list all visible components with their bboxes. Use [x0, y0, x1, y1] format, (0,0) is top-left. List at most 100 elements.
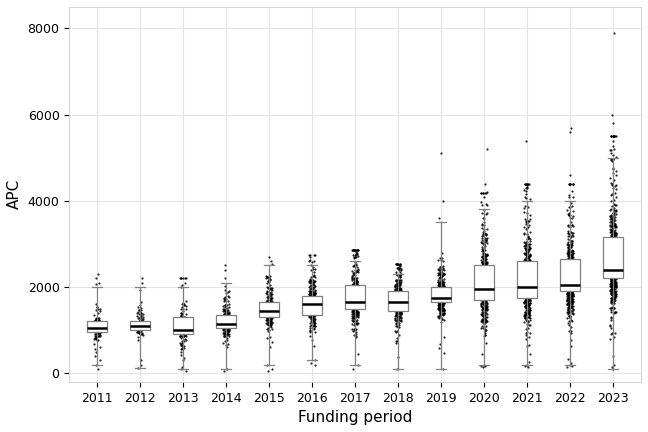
Point [609, 245, 619, 252]
Point [480, 298, 490, 305]
Point [481, 297, 492, 304]
Point [609, 280, 619, 287]
Point [478, 260, 489, 267]
Point [438, 305, 448, 312]
Point [606, 133, 616, 140]
Point [395, 302, 405, 309]
Point [608, 270, 618, 277]
Point [181, 275, 191, 282]
Point [609, 288, 619, 295]
Point [350, 299, 360, 305]
Point [564, 303, 575, 310]
Point [347, 303, 358, 310]
Point [177, 339, 187, 346]
Point [609, 228, 619, 235]
Point [482, 284, 492, 291]
Point [520, 280, 530, 286]
Point [261, 299, 272, 306]
Point [392, 297, 402, 304]
Point [395, 297, 406, 304]
Point [479, 241, 489, 248]
Point [350, 298, 360, 305]
Point [563, 289, 573, 296]
Point [607, 232, 617, 239]
Point [481, 314, 492, 321]
Point [607, 227, 617, 234]
Point [610, 252, 620, 259]
Point [350, 299, 360, 305]
Point [307, 305, 317, 311]
Point [437, 288, 448, 295]
Point [138, 321, 148, 328]
Point [608, 222, 618, 229]
Point [480, 252, 490, 259]
Point [218, 320, 228, 327]
Point [349, 325, 360, 332]
Point [435, 299, 445, 306]
Point [562, 305, 573, 311]
Point [564, 242, 575, 249]
Point [520, 310, 531, 317]
Point [95, 324, 105, 331]
Point [266, 315, 276, 322]
Point [396, 310, 406, 317]
Point [349, 302, 359, 309]
Point [563, 193, 573, 200]
Point [395, 281, 405, 288]
Point [133, 327, 144, 334]
Point [521, 221, 531, 228]
Point [525, 245, 535, 252]
Point [476, 318, 487, 324]
Point [393, 310, 404, 317]
Point [137, 316, 148, 323]
Point [567, 300, 577, 307]
Point [176, 283, 186, 290]
Point [308, 314, 318, 321]
Point [522, 309, 532, 316]
Point [435, 299, 446, 306]
Point [564, 300, 574, 307]
Point [134, 328, 145, 335]
Point [218, 308, 229, 315]
Point [436, 292, 446, 299]
Point [438, 296, 448, 303]
Point [481, 251, 492, 258]
Point [351, 294, 362, 301]
Point [481, 303, 492, 310]
Point [477, 280, 487, 287]
Point [220, 338, 231, 345]
Point [568, 291, 578, 298]
Point [476, 275, 487, 282]
Point [309, 317, 319, 324]
Point [608, 241, 618, 248]
Point [608, 156, 618, 162]
Point [480, 264, 490, 271]
Point [562, 279, 573, 286]
Point [608, 120, 618, 127]
Point [520, 303, 531, 310]
Point [396, 299, 406, 306]
Point [607, 280, 618, 287]
Point [611, 265, 621, 272]
Point [525, 322, 535, 329]
Point [90, 318, 100, 325]
Point [264, 300, 274, 307]
Point [525, 253, 535, 260]
Point [266, 314, 276, 321]
Point [353, 267, 363, 273]
Point [605, 322, 616, 329]
Point [437, 302, 447, 308]
Point [481, 263, 492, 270]
Point [262, 278, 273, 285]
Point [307, 292, 317, 299]
Point [264, 327, 274, 334]
Point [435, 283, 445, 289]
Point [567, 248, 577, 255]
Point [395, 280, 406, 287]
Point [609, 334, 619, 340]
Point [219, 295, 229, 302]
Point [348, 314, 358, 321]
Point [476, 363, 487, 370]
Point [479, 214, 489, 221]
Point [522, 266, 532, 273]
